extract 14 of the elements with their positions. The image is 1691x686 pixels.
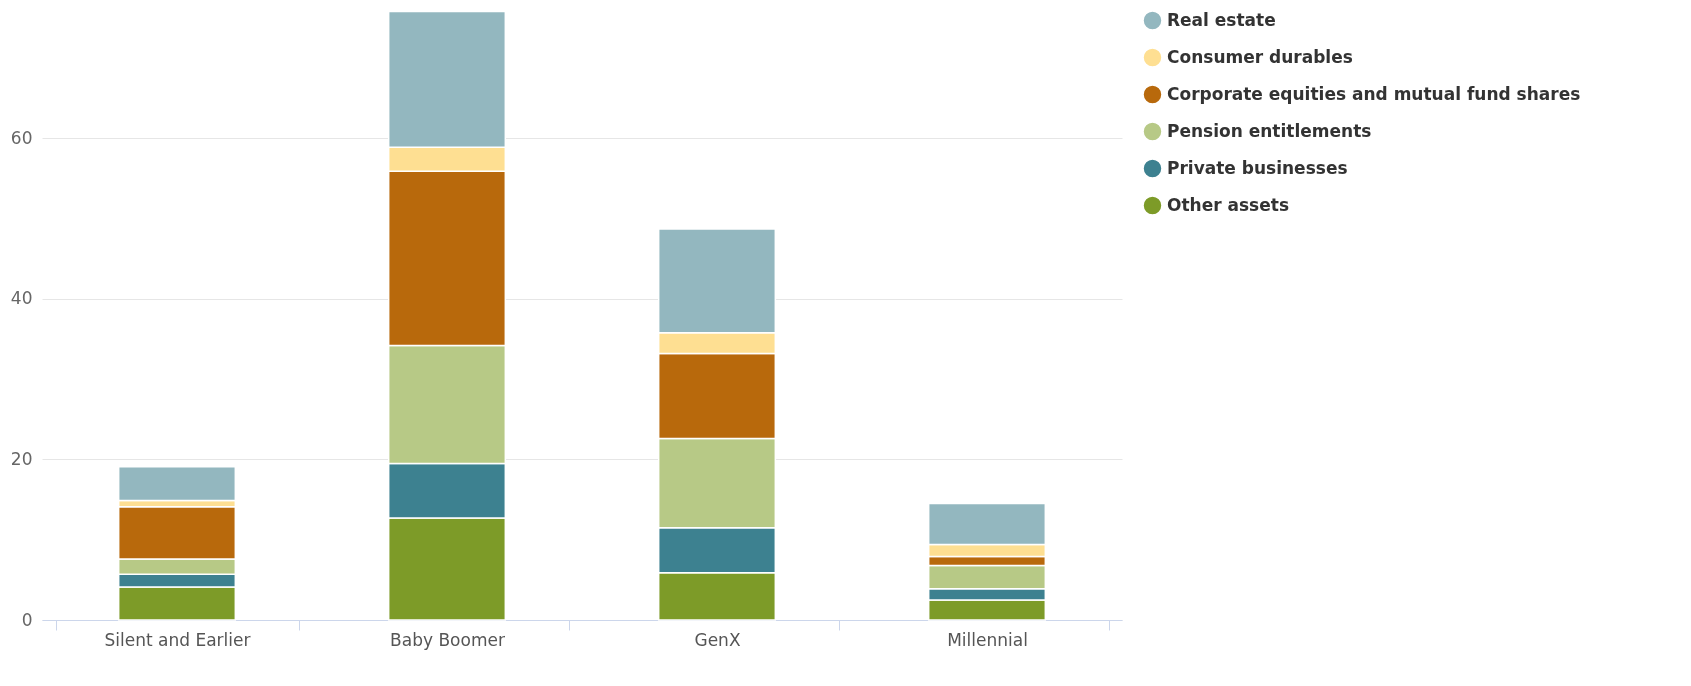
- y-tick-label: 40: [10, 288, 33, 309]
- legend-label: Private businesses: [1167, 157, 1348, 178]
- legend-label: Consumer durables: [1167, 46, 1353, 67]
- legend-label: Pension entitlements: [1167, 120, 1372, 141]
- x-tick-label: Baby Boomer: [390, 629, 505, 650]
- y-tick-label: 0: [21, 609, 33, 630]
- x-tick-label: Silent and Earlier: [104, 629, 251, 650]
- legend-label: Real estate: [1167, 9, 1276, 30]
- legend-label: Other assets: [1167, 194, 1289, 215]
- x-tick-label: Millennial: [947, 629, 1028, 650]
- legend-label: Corporate equities and mutual fund shares: [1167, 83, 1581, 104]
- y-tick-label: 60: [10, 127, 33, 148]
- x-tick-label: GenX: [694, 629, 741, 650]
- y-tick-label: 20: [10, 448, 33, 469]
